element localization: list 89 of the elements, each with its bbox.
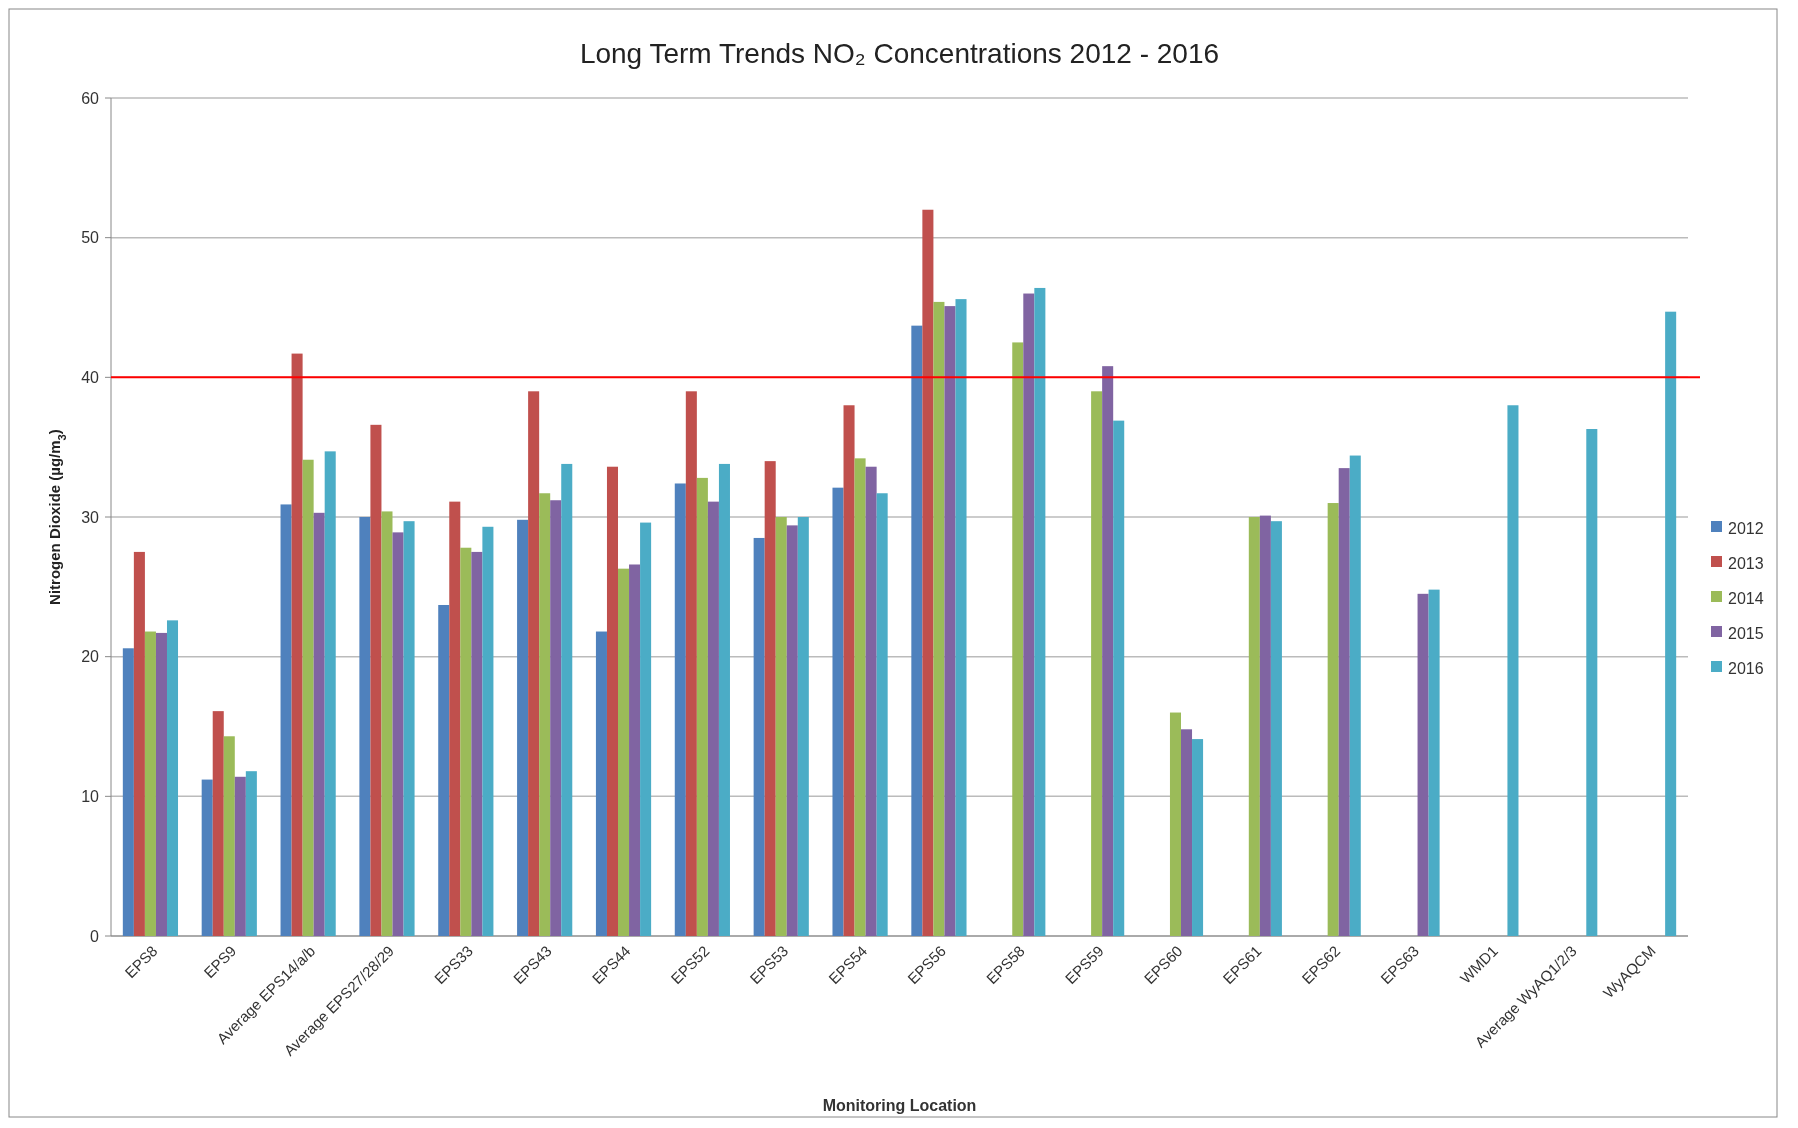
- bar: [291, 353, 303, 936]
- bar: [234, 776, 246, 936]
- bar: [144, 631, 156, 936]
- bar: [517, 519, 529, 936]
- bar: [1113, 420, 1125, 936]
- bar: [786, 525, 798, 936]
- bar: [166, 620, 179, 936]
- bar: [753, 537, 765, 936]
- bar: [1270, 521, 1282, 936]
- bar: [449, 501, 461, 936]
- bar: [764, 461, 776, 936]
- bar: [1102, 366, 1114, 936]
- bar: [595, 631, 607, 936]
- y-tick-label: 20: [81, 648, 100, 666]
- bar: [1428, 589, 1440, 936]
- y-tick-label: 50: [81, 229, 100, 247]
- bar: [460, 547, 472, 936]
- bar: [302, 459, 314, 936]
- bar: [155, 632, 167, 936]
- bar: [876, 493, 888, 936]
- bar: [313, 512, 325, 936]
- bar: [1417, 593, 1429, 936]
- bar: [245, 771, 257, 936]
- bar: [843, 405, 855, 936]
- bar: [955, 299, 967, 936]
- bar: [685, 391, 697, 936]
- bar: [1665, 311, 1677, 936]
- bar: [1248, 517, 1260, 936]
- y-tick-label: 40: [81, 368, 100, 386]
- bar: [618, 568, 630, 936]
- bar: [944, 306, 956, 936]
- bar: [854, 458, 866, 936]
- bar: [212, 711, 224, 936]
- bar: [1338, 468, 1350, 936]
- bar: [403, 521, 415, 936]
- bar: [674, 483, 686, 936]
- bar: [933, 301, 945, 936]
- x-axis-title: Monitoring Location: [822, 1097, 977, 1114]
- y-tick-label: 0: [90, 927, 100, 945]
- bar: [1180, 729, 1193, 936]
- bar: [280, 504, 292, 936]
- bar: [359, 517, 371, 936]
- bar: [550, 500, 562, 936]
- bar: [1012, 342, 1024, 936]
- y-tick-label: 30: [81, 508, 100, 526]
- bar: [640, 522, 652, 936]
- bar: [324, 451, 336, 936]
- bar: [370, 424, 382, 936]
- bar: [775, 517, 787, 936]
- bar: [482, 526, 494, 936]
- bar: [865, 466, 877, 936]
- bar: [832, 487, 844, 936]
- bar: [438, 604, 450, 936]
- bar: [201, 779, 213, 936]
- bar: [539, 493, 551, 936]
- y-tick-label: 10: [81, 787, 100, 805]
- bar: [718, 463, 730, 936]
- bar: [1586, 429, 1598, 936]
- bar: [1327, 503, 1339, 936]
- bar: [1034, 287, 1046, 936]
- y-tick-label: 60: [81, 89, 100, 107]
- bar: [392, 532, 404, 936]
- bar: [1169, 712, 1181, 936]
- legend-label: 2013: [1728, 554, 1764, 572]
- chart-title: Long Term Trends NO₂ Concentrations 2012 - 2016: [579, 38, 1220, 69]
- bar: [1259, 515, 1271, 936]
- bar: [922, 209, 934, 936]
- bar: [1192, 739, 1204, 936]
- bar: [629, 564, 641, 936]
- bar: [528, 391, 540, 936]
- bar: [561, 463, 573, 936]
- bar: [797, 517, 809, 936]
- bar: [381, 511, 393, 936]
- bar: [133, 551, 145, 936]
- legend-label: 2015: [1728, 624, 1764, 642]
- bar: [471, 551, 483, 936]
- bar: [122, 648, 134, 936]
- bar: [911, 325, 923, 936]
- bar: [1349, 455, 1361, 936]
- bar: [1091, 391, 1103, 936]
- bar: [696, 477, 708, 936]
- legend-label: 2012: [1728, 519, 1764, 537]
- bar: [1507, 405, 1519, 936]
- bar: [707, 501, 719, 936]
- bar: [223, 736, 235, 936]
- legend-label: 2014: [1728, 589, 1764, 607]
- legend-label: 2016: [1728, 659, 1764, 677]
- bar: [606, 466, 619, 936]
- bar: [1023, 293, 1035, 936]
